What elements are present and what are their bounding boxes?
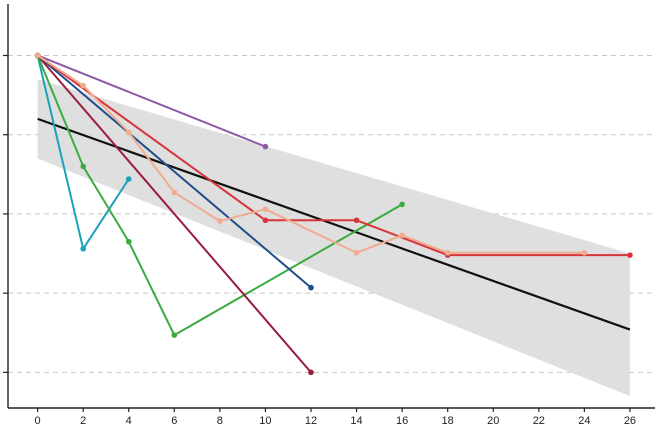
data-point-teal	[80, 245, 86, 252]
trend-layer	[37, 117, 631, 331]
x-tick-label: 10	[259, 415, 271, 426]
series-layer	[34, 52, 633, 376]
series-line-dark-red	[36, 54, 312, 374]
data-point-dark-red	[308, 369, 314, 376]
data-point-peach	[399, 232, 405, 239]
x-tick-label: 4	[126, 415, 132, 426]
trend-line	[37, 117, 631, 331]
x-tick-label: 12	[305, 415, 317, 426]
data-point-purple	[262, 143, 269, 150]
data-point-red	[627, 252, 633, 258]
x-tick-label: 2	[80, 415, 86, 426]
data-point-peach	[80, 82, 86, 89]
data-point-green	[80, 163, 86, 170]
data-point-green	[125, 238, 132, 245]
series-line-peach	[37, 54, 585, 254]
x-tick-label: 14	[350, 415, 362, 426]
data-point-peach	[34, 52, 41, 59]
series-line-dark-blue	[36, 54, 312, 289]
x-tick-label: 6	[171, 415, 177, 426]
data-point-peach	[444, 249, 451, 256]
x-tick-label: 16	[396, 415, 408, 426]
data-point-green	[399, 201, 405, 208]
data-point-peach	[353, 249, 360, 256]
data-point-teal	[125, 176, 132, 182]
x-tick-label: 8	[217, 415, 223, 426]
x-tick-label: 24	[578, 415, 590, 426]
data-point-green	[171, 332, 178, 338]
data-point-peach	[125, 129, 132, 136]
data-point-peach	[217, 218, 223, 224]
data-point-dark-blue	[308, 284, 314, 291]
series-line-purple	[37, 54, 266, 148]
x-tick-label: 26	[624, 415, 636, 426]
data-point-red	[262, 217, 269, 224]
data-point-peach	[581, 249, 588, 256]
confidence-band	[37, 79, 630, 397]
x-tick-label: 20	[487, 415, 499, 426]
x-tick-label: 22	[533, 415, 545, 426]
axes: 0 2 4 6 8 10 12 14 16 18 20 22 24 26	[3, 4, 655, 426]
data-point-peach	[171, 189, 178, 196]
data-point-red	[353, 217, 360, 224]
data-point-peach	[262, 206, 269, 212]
x-tick-label: 0	[35, 415, 41, 426]
confidence-band-layer	[37, 79, 630, 397]
x-tick-label: 18	[442, 415, 454, 426]
